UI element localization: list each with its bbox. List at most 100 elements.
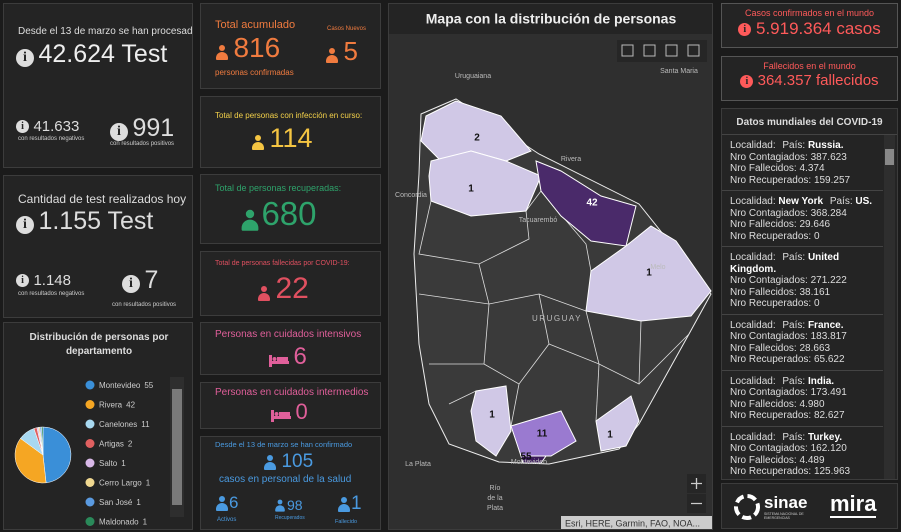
field-label: Nro Recuperados: bbox=[730, 174, 812, 186]
person-icon bbox=[257, 285, 271, 302]
country-entry: Localidad: País: India. Nro Contagiados: … bbox=[722, 371, 883, 427]
maldonado bbox=[595, 395, 640, 452]
field-label: Nro Contagiados: bbox=[730, 443, 808, 454]
person-icon bbox=[215, 495, 229, 512]
scrollbar bbox=[884, 135, 895, 479]
entry-row: Nro Recuperados: 0 bbox=[730, 231, 877, 243]
legend-value: 42 bbox=[126, 401, 135, 410]
attribution: Esri, HERE, Garmin, FAO, NOA... bbox=[565, 518, 700, 528]
home-button[interactable] bbox=[621, 44, 634, 57]
san-jose bbox=[470, 385, 512, 457]
entry-row: Nro Contagiados: 173.491 bbox=[730, 387, 877, 399]
basemap-button[interactable] bbox=[687, 44, 700, 57]
world-confirmed-panel: Casos confirmados en el mundo i 5.919.36… bbox=[721, 3, 898, 48]
legend-value: 1 bbox=[143, 518, 148, 527]
value: 114 bbox=[269, 123, 313, 153]
legend-label: Cerro Largo 1 bbox=[99, 479, 151, 488]
negative: 1.148 bbox=[33, 272, 71, 289]
icu-panel: Personas en cuidados intensivos 6 bbox=[200, 322, 381, 375]
field-label: País: bbox=[829, 196, 853, 207]
entry-row: Nro Recuperados: 159.257 bbox=[730, 175, 877, 187]
person-icon bbox=[251, 134, 265, 151]
department-count: 1 bbox=[468, 184, 474, 195]
zoom-controls bbox=[687, 474, 706, 513]
chart-title: Distribución de personas por departament… bbox=[29, 332, 169, 357]
field-label: País: bbox=[782, 319, 806, 331]
value-text: 364.357 fallecidos bbox=[757, 72, 879, 89]
entry-row: Nro Recuperados: 82.627 bbox=[730, 410, 877, 422]
department-count: 1 bbox=[646, 268, 652, 279]
person-icon bbox=[274, 499, 285, 512]
info-icon: i bbox=[110, 122, 128, 141]
logos-panel: sinae SISTEMA NACIONAL DE EMERGENCIAS mi… bbox=[721, 483, 898, 529]
total: 1.155 Test bbox=[38, 207, 154, 235]
entry-row: Nro Fallecidos: 28.663 bbox=[730, 343, 877, 355]
department-count: 55 bbox=[520, 452, 532, 463]
negative: 41.633 bbox=[33, 118, 80, 135]
world-deceased-panel: Fallecidos en el mundo i 364.357 falleci… bbox=[721, 56, 898, 101]
title: Casos confirmados en el mundo bbox=[744, 8, 875, 18]
value: 1 bbox=[351, 493, 362, 514]
entry-row: Nro Contagiados: 183.817 bbox=[730, 331, 877, 343]
value: 6 bbox=[293, 343, 307, 370]
entry-row: Nro Recuperados: 125.963 bbox=[730, 466, 877, 478]
field-value: 65.622 bbox=[813, 354, 845, 365]
total-label: casos en personal de la salud bbox=[219, 474, 352, 485]
person-icon bbox=[337, 496, 351, 513]
value-text: 5.919.364 casos bbox=[755, 19, 881, 38]
map-toolbar bbox=[617, 40, 707, 62]
legend-swatch bbox=[85, 517, 95, 526]
field-label: Nro Fallecidos: bbox=[730, 286, 797, 298]
legend-label: Rivera 42 bbox=[99, 401, 136, 410]
caption: Desde el 13 de marzo se han procesado bbox=[18, 26, 193, 37]
legend-swatch bbox=[85, 380, 95, 390]
field-value: 368.284 bbox=[810, 207, 847, 219]
entry-row: Nro Fallecidos: 4.980 bbox=[730, 399, 877, 411]
highlighted-departments bbox=[420, 100, 712, 464]
info-icon: i bbox=[122, 274, 140, 293]
field-value: 183.817 bbox=[810, 331, 847, 342]
department-panel: Distribución de personas por departament… bbox=[3, 322, 193, 530]
field-value: 159.257 bbox=[813, 174, 851, 186]
country: Turkey. bbox=[807, 431, 843, 443]
caption: Cantidad de test realizados hoy bbox=[18, 192, 187, 206]
field-label: Nro Fallecidos: bbox=[730, 219, 797, 230]
scroll-thumb[interactable] bbox=[172, 389, 182, 505]
entry-row: Nro Contagiados: 368.284 bbox=[730, 208, 877, 220]
field-label: Localidad: bbox=[730, 319, 776, 331]
layers-button[interactable] bbox=[665, 44, 678, 57]
caption: Desde el 13 de marzo se han confirmado bbox=[215, 440, 353, 449]
title: Total de personas recuperadas: bbox=[215, 183, 342, 193]
toolbar-bg bbox=[617, 40, 707, 62]
pie-slice bbox=[41, 426, 44, 456]
place-label: Uruguaiana bbox=[455, 73, 491, 80]
title: Total de personas con infección en curso… bbox=[215, 111, 363, 120]
field-label: Localidad: bbox=[730, 431, 776, 443]
positive: 991 bbox=[132, 114, 175, 142]
new-title: Casos Nuevos bbox=[327, 26, 367, 32]
country-entry: Localidad: País: Russia. Nro Contagiados:… bbox=[722, 135, 883, 191]
field-label: Nro Contagiados: bbox=[730, 387, 808, 398]
field-label: Localidad: bbox=[730, 252, 776, 263]
entry-row: Nro Fallecidos: 29.646 bbox=[730, 219, 877, 231]
field-label: Nro Recuperados: bbox=[730, 466, 812, 477]
list-button[interactable] bbox=[643, 44, 656, 57]
info-icon: i bbox=[16, 274, 29, 288]
legend-label: Canelones 11 bbox=[99, 420, 150, 429]
place-label: URUGUAY bbox=[532, 314, 582, 323]
legend-value: 2 bbox=[128, 440, 133, 449]
field-label: Nro Contagiados: bbox=[730, 207, 808, 219]
entry-row: Nro Fallecidos: 4.489 bbox=[730, 455, 877, 467]
field-label: Nro Contagiados: bbox=[730, 331, 808, 342]
active-panel: Total de personas con infección en curso… bbox=[200, 96, 381, 168]
field-value: 387.623 bbox=[810, 151, 847, 163]
country-entry: Localidad: País: Turkey. Nro Contagiados:… bbox=[722, 427, 883, 480]
pie-slice bbox=[14, 438, 47, 484]
positive-label: con resultados positivos bbox=[112, 302, 177, 308]
scroll-thumb[interactable] bbox=[885, 149, 894, 165]
title: Personas en cuidados intermedios bbox=[215, 387, 369, 398]
map: Mapa con la distribución de personas 2 1 4… bbox=[389, 4, 712, 529]
department-count: 11 bbox=[537, 429, 548, 440]
entry-location: Localidad: País: France. bbox=[730, 320, 877, 332]
field-value: 4.980 bbox=[799, 398, 825, 410]
